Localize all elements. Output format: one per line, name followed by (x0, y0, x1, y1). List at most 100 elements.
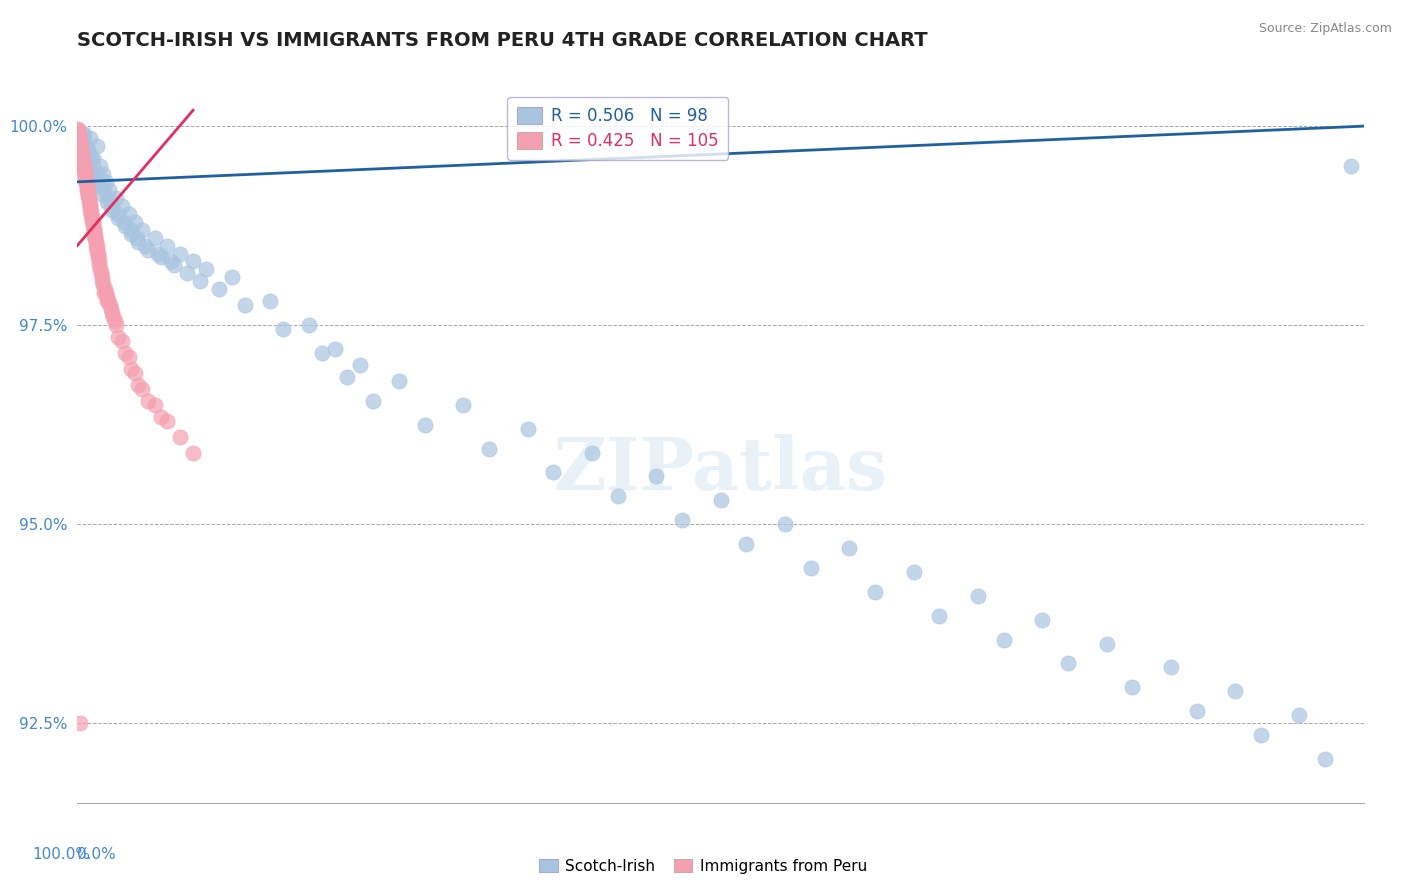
Point (69, 136, 91, 151)
Point (98, 183, 121, 197)
Point (91, 167, 114, 181)
Point (67, 127, 90, 141)
Point (72, 151, 94, 165)
Point (79, 200, 101, 214)
Point (75, 177, 97, 191)
Point (72, 161, 94, 175)
Point (75, 173, 97, 187)
Point (90, 175, 112, 189)
Point (84, 235, 107, 249)
Point (66, 122, 89, 136)
Point (349, 358, 371, 372)
Point (80, 207, 103, 221)
Point (76, 181, 98, 195)
Y-axis label: 4th Grade: 4th Grade (0, 394, 3, 471)
Point (1223, 684, 1247, 698)
Point (79, 199, 101, 213)
Point (127, 230, 149, 244)
Point (73, 159, 96, 173)
Point (131, 222, 153, 236)
Point (73, 167, 96, 181)
Point (84, 230, 107, 244)
Point (76, 183, 98, 197)
Point (118, 207, 141, 221)
Point (581, 445, 603, 459)
Point (107, 211, 129, 225)
Point (107, 207, 129, 221)
Point (453, 398, 475, 412)
Point (146, 246, 169, 260)
Point (80, 208, 103, 222)
Point (70, 147, 93, 161)
Point (188, 274, 211, 288)
Point (69, 141, 91, 155)
Point (104, 314, 127, 328)
Point (89, 254, 111, 268)
Point (67, 126, 90, 140)
Point (388, 374, 411, 388)
Point (75, 175, 97, 189)
Point (124, 214, 146, 228)
Point (169, 246, 191, 260)
Point (124, 366, 146, 380)
Point (136, 243, 159, 257)
Point (67, 131, 90, 145)
Point (104, 318, 127, 333)
Point (67, 133, 90, 147)
Point (111, 199, 134, 213)
Point (69, 135, 91, 149)
Point (69, 139, 91, 153)
Point (66, 123, 89, 137)
Point (208, 282, 231, 296)
Point (67, 128, 90, 143)
Point (94, 175, 117, 189)
Point (120, 362, 142, 376)
Point (90, 270, 112, 285)
Point (107, 330, 129, 344)
Point (96, 194, 118, 209)
Point (120, 222, 142, 236)
Point (72, 155, 94, 169)
Point (413, 417, 436, 432)
Point (1121, 681, 1143, 695)
Point (82, 219, 104, 233)
Point (361, 393, 384, 408)
Point (98, 298, 121, 312)
Point (311, 346, 333, 360)
Point (89, 259, 111, 273)
Point (181, 445, 204, 459)
Point (671, 513, 693, 527)
Point (710, 493, 733, 508)
Point (82, 214, 104, 228)
Point (134, 238, 156, 252)
Point (70, 143, 93, 157)
Point (67, 131, 90, 145)
Point (149, 409, 172, 424)
Point (1160, 660, 1182, 674)
Point (1288, 708, 1310, 723)
Point (323, 342, 346, 356)
Point (298, 318, 321, 333)
Point (96, 290, 118, 304)
Point (70, 135, 93, 149)
Point (543, 466, 565, 480)
Point (103, 310, 125, 325)
Text: ZIPatlas: ZIPatlas (554, 434, 887, 505)
Point (77, 189, 100, 203)
Point (120, 227, 142, 241)
Point (73, 162, 96, 177)
Point (478, 442, 501, 456)
Point (84, 232, 107, 246)
Point (1095, 637, 1118, 651)
Point (73, 135, 96, 149)
Point (75, 170, 97, 185)
Point (89, 159, 111, 173)
Point (80, 151, 103, 165)
Point (863, 584, 886, 599)
Point (118, 350, 141, 364)
Point (80, 211, 103, 225)
Point (93, 286, 115, 301)
Point (100, 199, 122, 213)
Point (156, 238, 179, 252)
Point (83, 222, 105, 236)
